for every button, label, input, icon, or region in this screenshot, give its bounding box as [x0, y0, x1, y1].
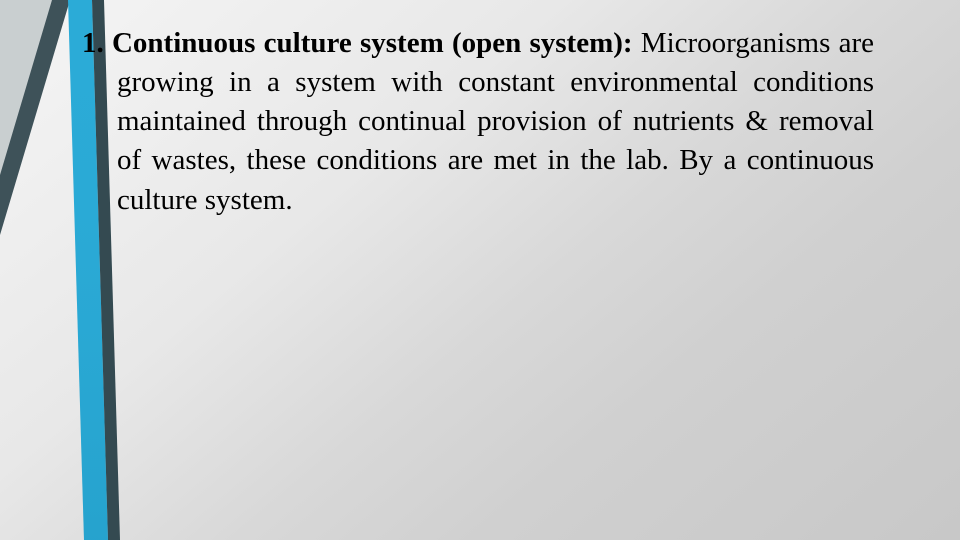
list-item: 1. Continuous culture system (open syste… — [82, 24, 874, 220]
list-number: 1. — [82, 27, 112, 59]
slide: 1. Continuous culture system (open syste… — [0, 0, 960, 540]
content-area: 1. Continuous culture system (open syste… — [82, 24, 874, 220]
heading-text: Continuous culture system (open system): — [112, 27, 641, 59]
